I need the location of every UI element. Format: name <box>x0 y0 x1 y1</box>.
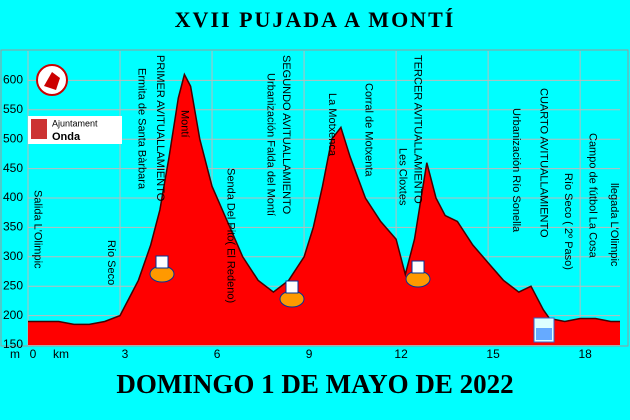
x-tick-label: 6 <box>214 347 221 361</box>
y-tick-label: 450 <box>3 161 23 175</box>
annotation: Río Seco ( 2º Paso) <box>562 173 574 270</box>
icon-water <box>533 317 555 343</box>
y-tick-label: 200 <box>3 308 23 322</box>
plot: 150 200 250 300 350 400 450 500 550 600 0 3 6 9 12 15 18… <box>3 51 620 361</box>
icon-aid-station <box>149 255 175 283</box>
x-tick-label: 18 <box>578 347 592 361</box>
line <box>28 72 620 326</box>
icon-part <box>411 260 425 274</box>
logo-runner <box>36 64 68 96</box>
icon-aid-station <box>405 260 431 288</box>
annotation: Campo de fútbol La Cosa <box>586 133 598 259</box>
annotation: La Motxenca <box>326 93 338 157</box>
logo-text: Ajuntament <box>52 118 98 128</box>
area <box>28 74 620 345</box>
x-tick-label: 9 <box>306 347 313 361</box>
chart-subtitle: DOMINGO 1 DE MAYO DE 2022 <box>116 369 513 399</box>
y-tick-label: 150 <box>3 337 23 351</box>
y-tick-label: 250 <box>3 278 23 292</box>
y-tick-label: 600 <box>3 73 23 87</box>
y-tick-label: 500 <box>3 131 23 145</box>
logo-text: Onda <box>52 131 81 143</box>
y-tick-label: 550 <box>3 102 23 116</box>
annotation: PRIMER AVITUALLAMIENTO <box>154 55 166 202</box>
annotation: llegada L'Olimpic <box>608 183 620 267</box>
x-tick-label: 3 <box>122 347 129 361</box>
annotation: Urbanización Río Sonella <box>510 108 522 233</box>
x-tick-label: 15 <box>486 347 500 361</box>
icon-part <box>285 280 299 294</box>
annotation: Río Seco <box>105 240 117 285</box>
y-axis-label: m <box>10 347 20 361</box>
annotation: SEGUNDO AVITUALLAMIENTO <box>280 55 292 215</box>
annotation: Urbanización Falda del Montí <box>264 73 276 216</box>
y-tick-label: 300 <box>3 249 23 263</box>
annotation: Corral de Motxenta <box>363 83 375 177</box>
annotation: Les Cloxtes <box>396 148 408 206</box>
chart-title: XVII PUJADA A MONTÍ <box>175 7 456 32</box>
annotation: Ermita de Santa Bàrbara <box>136 68 148 190</box>
annotation: CUARTO AVITUALLAMIENTO <box>537 88 549 238</box>
annotation: Montí <box>178 110 190 138</box>
x-tick-label: 0 <box>30 347 37 361</box>
y-tick-label: 350 <box>3 220 23 234</box>
x-tick-label: 12 <box>394 347 408 361</box>
x-axis-label: km <box>53 347 69 361</box>
annotation: TERCER AVITUALLAMIENTO <box>412 55 424 204</box>
annotation: Salida L'Olimpic <box>31 190 43 269</box>
icon-aid-station <box>279 280 305 308</box>
y-tick-label: 400 <box>3 190 23 204</box>
icon-part <box>155 255 169 269</box>
annotation: Senda Del Pito( El Redeno) <box>224 168 236 303</box>
logo-onda: Ajuntament Onda <box>28 116 122 144</box>
